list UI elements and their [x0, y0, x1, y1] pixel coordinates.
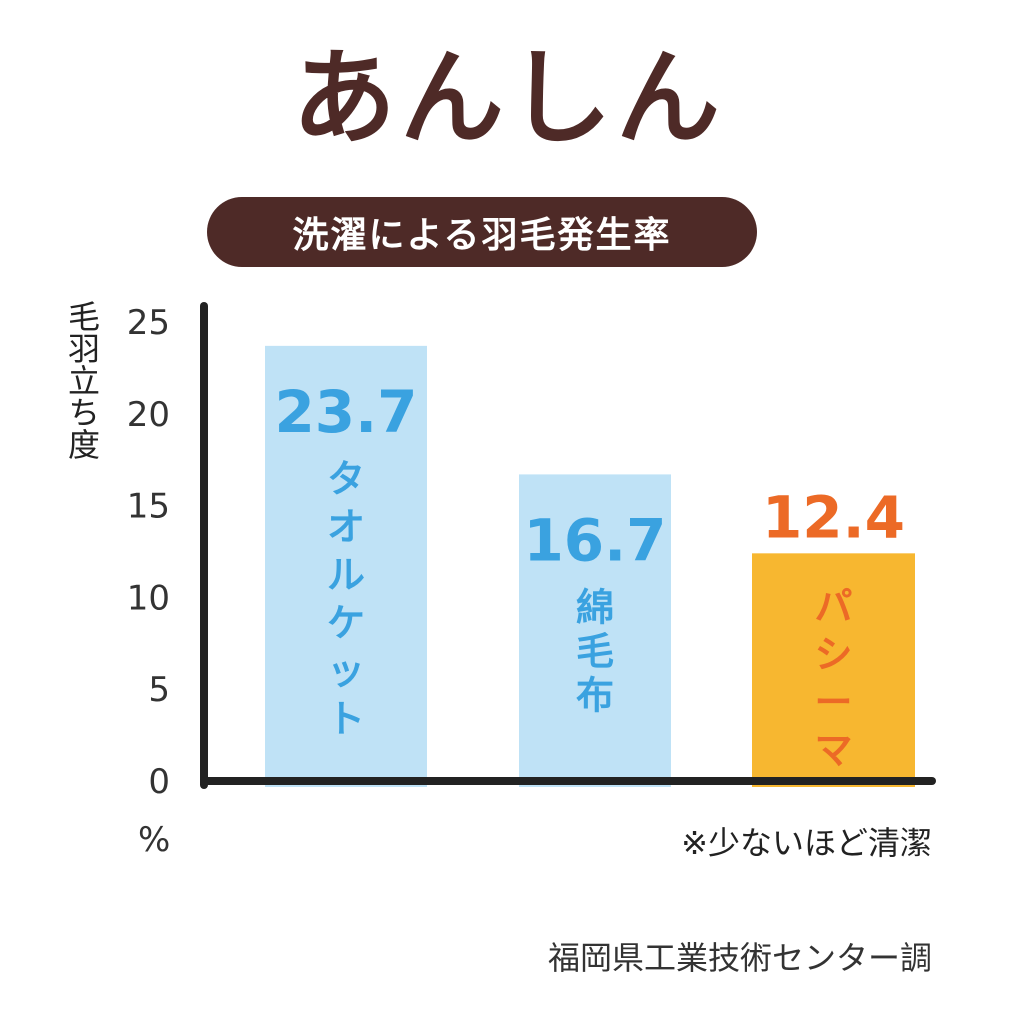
headline-title: あんしん — [291, 37, 724, 159]
category-label: 綿毛布 — [576, 585, 614, 717]
data-label: 23.7 — [274, 378, 417, 446]
bar-3 — [752, 553, 915, 787]
category-label-char: 布 — [576, 673, 614, 717]
category-label-char: ー — [814, 680, 852, 724]
category-label-char: マ — [814, 728, 852, 772]
bar-1 — [265, 345, 427, 787]
chart-title-badge: 洗濯による羽毛発生率 — [207, 197, 757, 267]
y-tick-label: 25 — [127, 303, 170, 343]
source-credit: 福岡県工業技術センター調 — [547, 939, 932, 977]
category-label-char: シ — [814, 632, 852, 676]
y-tick-label: 0 — [148, 762, 170, 802]
y-tick-label: 20 — [127, 395, 170, 435]
category-label-char: ケ — [327, 601, 365, 645]
y-axis-label: 毛羽立ち度 — [63, 300, 101, 460]
category-label-char: ト — [327, 697, 365, 741]
category-label-char: ッ — [327, 649, 365, 693]
data-label: 16.7 — [523, 506, 666, 574]
category-label-char: タ — [327, 457, 365, 501]
y-tick-label: 10 — [127, 578, 170, 618]
data-label: 12.4 — [762, 483, 905, 551]
category-label-char: オ — [327, 505, 365, 549]
y-tick-label: 15 — [127, 487, 170, 527]
category-label-char: 毛 — [576, 629, 614, 673]
bar-2 — [519, 474, 671, 787]
y-tick-label: 5 — [148, 670, 170, 710]
category-label-char: パ — [814, 584, 852, 628]
footnote: ※少ないほど清潔 — [681, 824, 932, 862]
unit-label: % — [138, 820, 171, 860]
category-label-char: ル — [327, 553, 365, 597]
category-label-char: 綿 — [576, 585, 614, 629]
